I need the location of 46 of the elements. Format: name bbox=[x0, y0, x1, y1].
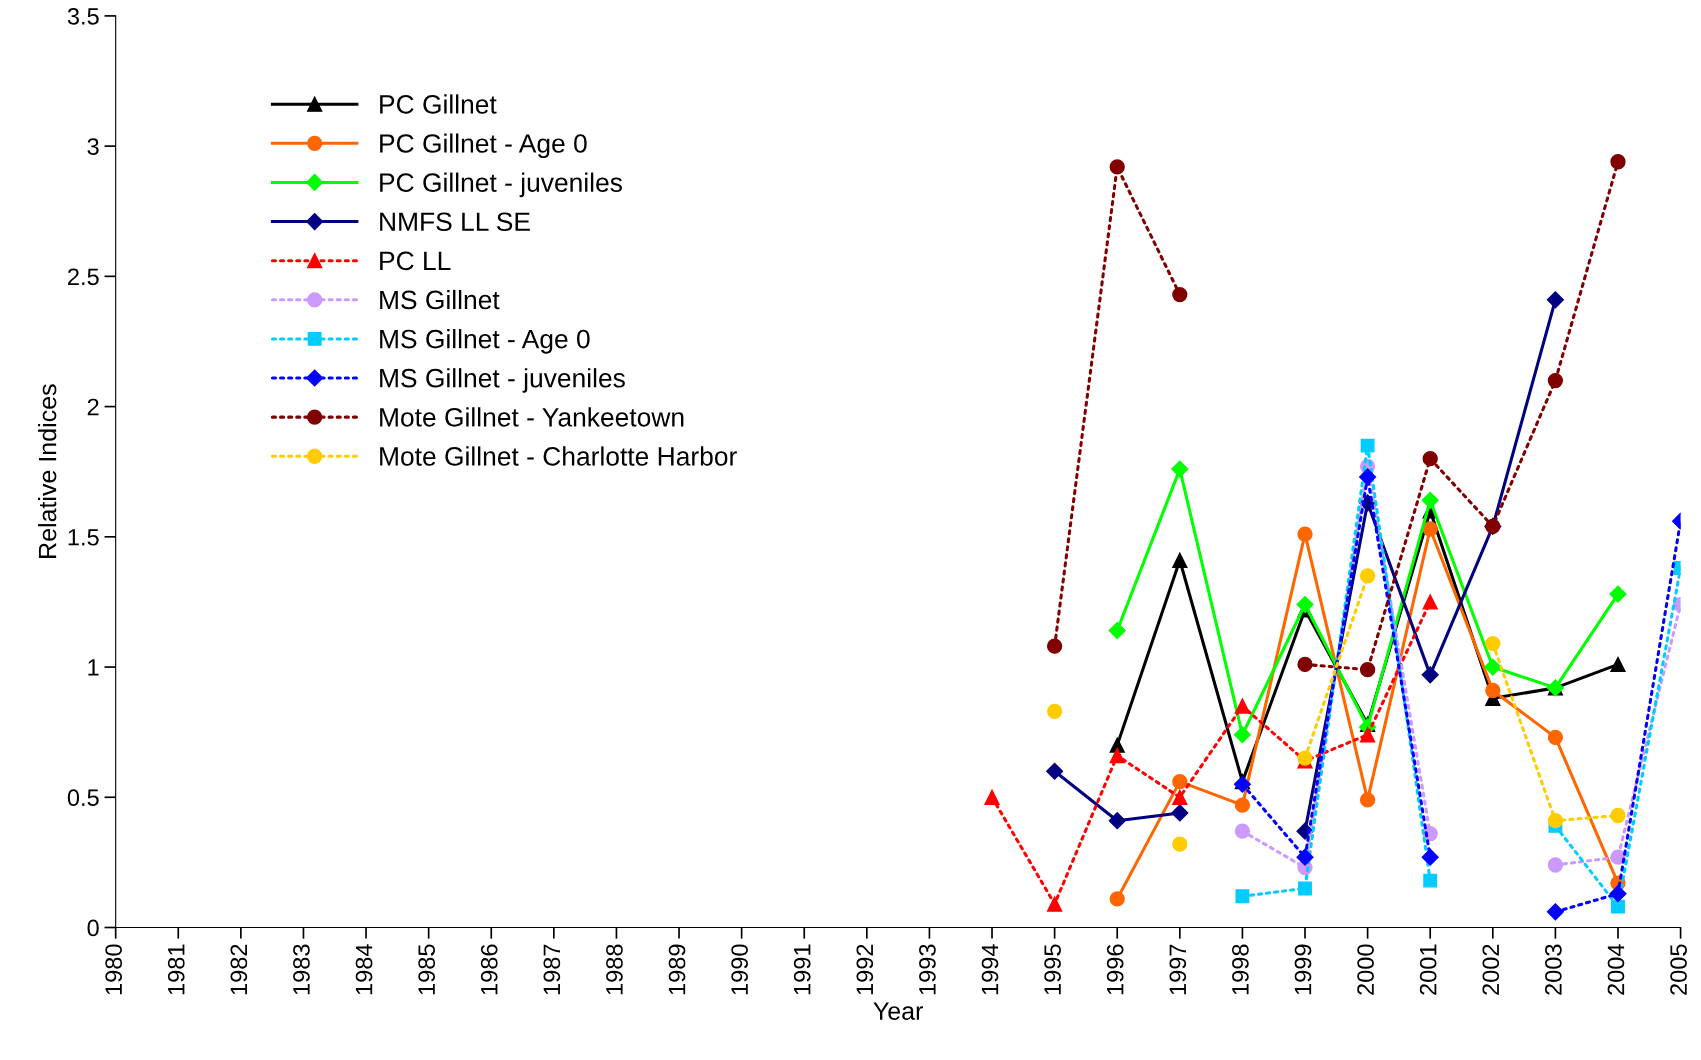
x-tick-label: 1996 bbox=[1106, 944, 1124, 995]
x-tick-label: 1994 bbox=[981, 944, 999, 995]
legend-label: Mote Gillnet - Charlotte Harbor bbox=[380, 446, 737, 466]
y-tick-label: 2 bbox=[87, 398, 99, 416]
x-tick-label: 1985 bbox=[418, 944, 435, 995]
x-tick-label: 2005 bbox=[1670, 944, 1687, 995]
x-tick-label: 1995 bbox=[1044, 944, 1061, 995]
x-tick-label: 1986 bbox=[480, 944, 498, 995]
legend-label: PC LL bbox=[380, 251, 451, 271]
y-tick-label: 1.5 bbox=[68, 529, 99, 546]
x-tick-label: 1991 bbox=[793, 944, 811, 995]
y-tick-label: 3.5 bbox=[67, 7, 99, 25]
x-tick-label: 1982 bbox=[230, 944, 248, 995]
legend-label: MS Gillnet bbox=[380, 289, 500, 310]
x-tick-label: 2001 bbox=[1419, 944, 1437, 995]
x-tick-label: 1984 bbox=[355, 944, 373, 995]
legend-label: NMFS LL SE bbox=[380, 212, 530, 232]
legend-label: PC Gillnet - juveniles bbox=[380, 172, 622, 198]
x-tick-label: 1997 bbox=[1169, 944, 1187, 995]
y-tick-label: 0 bbox=[87, 919, 99, 937]
x-tick-label: 1992 bbox=[856, 944, 874, 995]
x-axis-title: Year bbox=[873, 1002, 923, 1020]
x-tick-label: 1990 bbox=[731, 944, 748, 995]
legend-label: PC Gillnet - Age 0 bbox=[380, 133, 587, 159]
y-tick-label: 3 bbox=[87, 138, 99, 155]
y-tick-label: 0.5 bbox=[67, 789, 99, 807]
legend-label: MS Gillnet - juveniles bbox=[380, 368, 625, 393]
x-tick-label: 1980 bbox=[105, 944, 123, 995]
y-axis-title: Relative Indices bbox=[38, 384, 57, 558]
legend-label: PC Gillnet bbox=[380, 94, 497, 114]
x-tick-label: 1993 bbox=[919, 944, 936, 995]
y-tick-label: 2.5 bbox=[68, 268, 99, 286]
x-tick-label: 1987 bbox=[543, 944, 561, 995]
x-tick-label: 2004 bbox=[1607, 944, 1625, 995]
x-tick-label: 1998 bbox=[1232, 944, 1249, 995]
x-tick-label: 1988 bbox=[606, 944, 623, 995]
legend-label: MS Gillnet - Age 0 bbox=[380, 329, 590, 354]
x-tick-label: 1999 bbox=[1294, 944, 1312, 995]
legend-label: Mote Gillnet - Yankeetown bbox=[380, 407, 684, 427]
x-tick-label: 1981 bbox=[167, 944, 185, 995]
x-tick-label: 1983 bbox=[293, 944, 310, 995]
x-tick-label: 2002 bbox=[1482, 944, 1500, 995]
x-tick-label: 2000 bbox=[1357, 944, 1374, 995]
x-tick-label: 1989 bbox=[668, 944, 686, 995]
y-tick-label: 1 bbox=[88, 659, 99, 676]
x-tick-label: 2003 bbox=[1545, 944, 1562, 995]
